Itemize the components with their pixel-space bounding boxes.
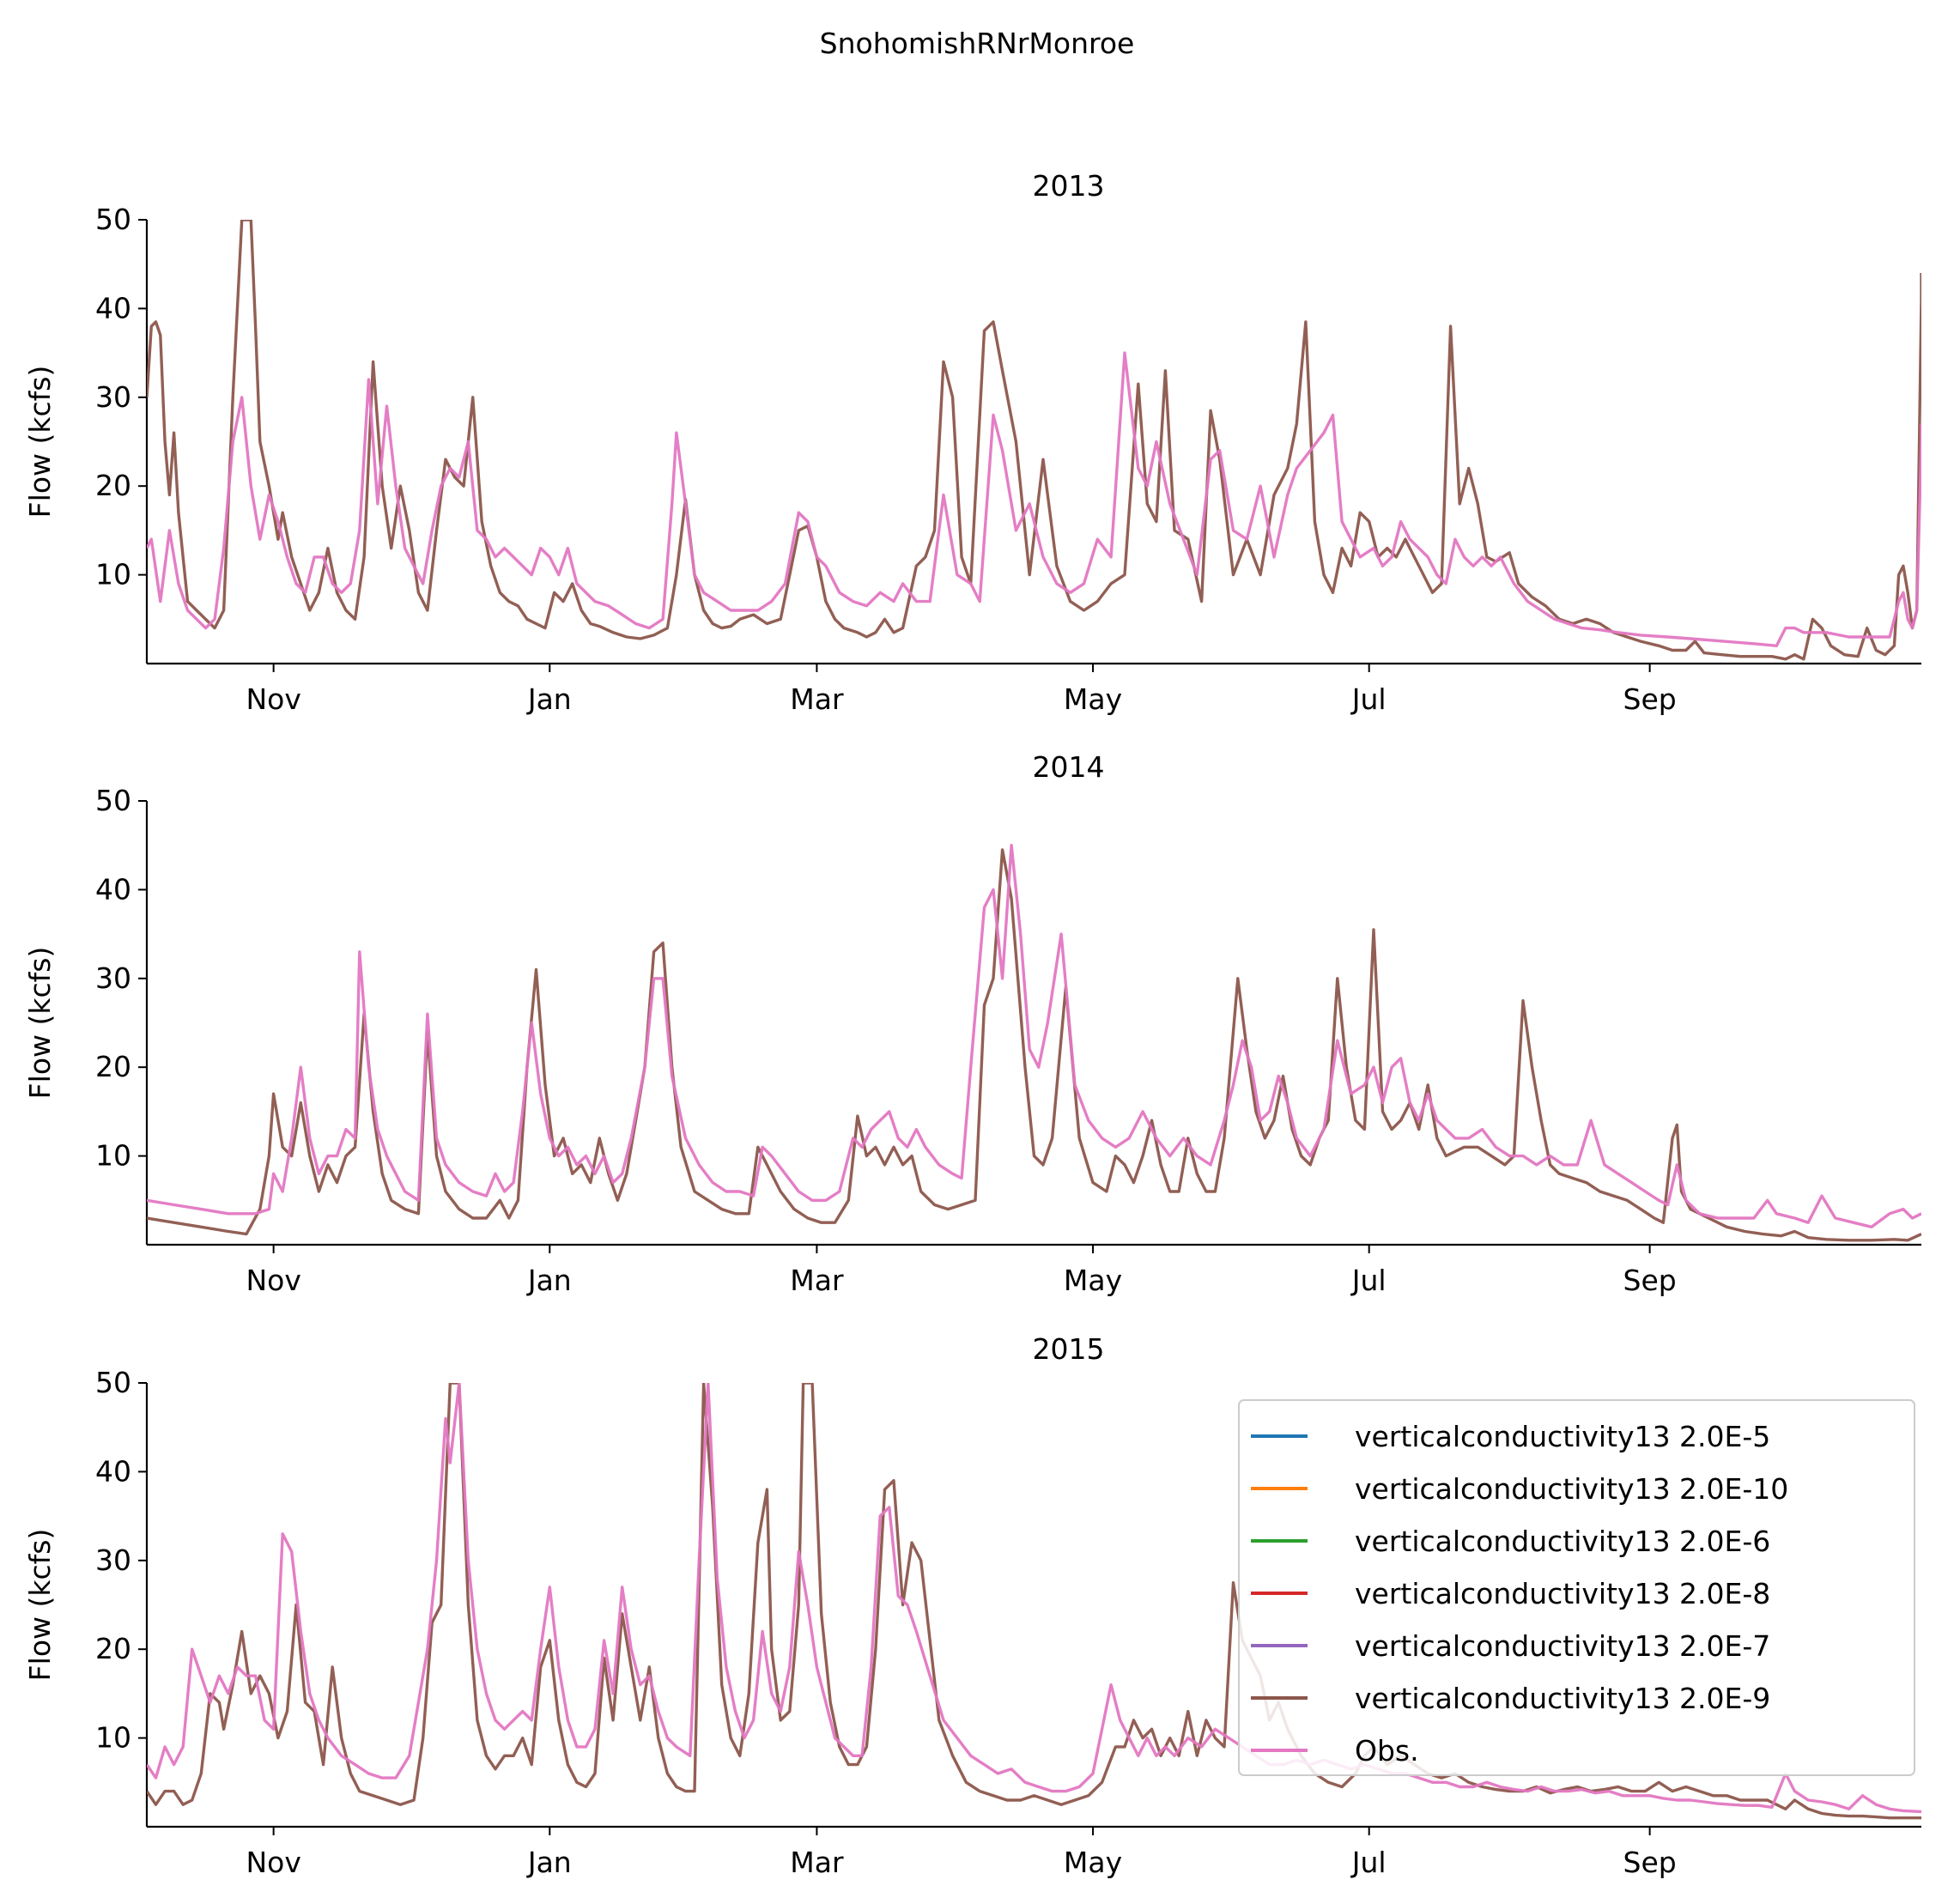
x-tick-label: Jul xyxy=(1350,1846,1387,1879)
legend-label: verticalconductivity13 2.0E-10 xyxy=(1355,1472,1788,1506)
y-tick-label: 40 xyxy=(95,872,131,906)
y-tick-label: 20 xyxy=(95,1632,131,1665)
series-line-obs xyxy=(147,1383,1921,1814)
x-tick-label: Jul xyxy=(1350,1264,1387,1297)
legend-label: verticalconductivity13 2.0E-6 xyxy=(1355,1525,1770,1558)
panel-title: 2014 xyxy=(1033,750,1105,784)
x-tick-label: Mar xyxy=(790,682,844,716)
y-axis-label: Flow (kcfs) xyxy=(23,366,57,518)
legend-label: verticalconductivity13 2.0E-7 xyxy=(1355,1629,1770,1663)
x-tick-label: Nov xyxy=(246,1846,300,1879)
series-group xyxy=(147,220,1921,661)
x-tick-label: Jan xyxy=(526,682,572,716)
x-tick-label: Jan xyxy=(526,1264,572,1297)
y-tick-label: 40 xyxy=(95,291,131,324)
y-tick-label: 30 xyxy=(95,961,131,995)
panel-title: 2015 xyxy=(1033,1332,1105,1366)
x-tick-label: Nov xyxy=(246,682,300,716)
x-tick-label: Sep xyxy=(1623,1846,1677,1879)
x-tick-label: Mar xyxy=(790,1264,844,1297)
x-tick-label: Sep xyxy=(1623,682,1677,716)
x-tick-label: May xyxy=(1064,1264,1122,1297)
y-axis-label: Flow (kcfs) xyxy=(23,1529,57,1682)
legend-label: verticalconductivity13 2.0E-9 xyxy=(1355,1682,1770,1715)
y-tick-label: 10 xyxy=(95,1139,131,1173)
panel-2014: 2014 Flow (kcfs) 10 20 30 40 50 Nov Jan Mar May Jul… xyxy=(23,750,1921,1297)
series-line-obs xyxy=(147,844,1921,1228)
x-tick-label: Nov xyxy=(246,1264,300,1297)
x-tick-label: Sep xyxy=(1623,1264,1677,1297)
series-line-verticalconductivity13-2-0e-9 xyxy=(147,848,1921,1242)
panels: 2013 Flow (kcfs) 10 20 30 40 50 Nov Jan Mar May Jul… xyxy=(23,169,1921,1879)
y-tick-label: 40 xyxy=(95,1454,131,1488)
series-line-verticalconductivity13-2-0e-9 xyxy=(147,220,1921,661)
y-tick-label: 10 xyxy=(95,558,131,591)
legend-box xyxy=(1238,1399,1915,1776)
x-tick-label: May xyxy=(1064,682,1122,716)
y-tick-label: 50 xyxy=(95,203,131,236)
series-line-verticalconductivity13-2-0e-9 xyxy=(147,1383,1921,1820)
y-tick-label: 10 xyxy=(95,1721,131,1755)
legend-label: Obs. xyxy=(1355,1734,1419,1768)
panel-2013: 2013 Flow (kcfs) 10 20 30 40 50 Nov Jan Mar May Jul… xyxy=(23,169,1921,716)
x-tick-label: Jan xyxy=(526,1846,572,1879)
x-tick-label: May xyxy=(1064,1846,1122,1879)
y-tick-label: 20 xyxy=(95,1050,131,1083)
x-tick-label: Jul xyxy=(1350,682,1387,716)
y-tick-label: 30 xyxy=(95,380,131,414)
series-line-obs xyxy=(147,351,1921,647)
series-group xyxy=(147,844,1921,1242)
figure-title: SnohomishRNrMonroe xyxy=(820,27,1135,60)
legend-label: verticalconductivity13 2.0E-5 xyxy=(1355,1420,1770,1453)
panel-title: 2013 xyxy=(1033,169,1105,203)
y-tick-label: 20 xyxy=(95,469,131,502)
y-tick-label: 50 xyxy=(95,1366,131,1399)
series-group xyxy=(147,1383,1921,1820)
y-tick-label: 30 xyxy=(95,1543,131,1577)
legend-label: verticalconductivity13 2.0E-8 xyxy=(1355,1577,1770,1610)
x-tick-label: Mar xyxy=(790,1846,844,1879)
legend: verticalconductivity13 2.0E-5 verticalcon… xyxy=(1238,1399,1915,1776)
y-axis-label: Flow (kcfs) xyxy=(23,947,57,1100)
panel-2015: 2015 Flow (kcfs) 10 20 30 40 50 Nov Jan Mar May Jul… xyxy=(23,1332,1921,1879)
y-tick-label: 50 xyxy=(95,784,131,817)
